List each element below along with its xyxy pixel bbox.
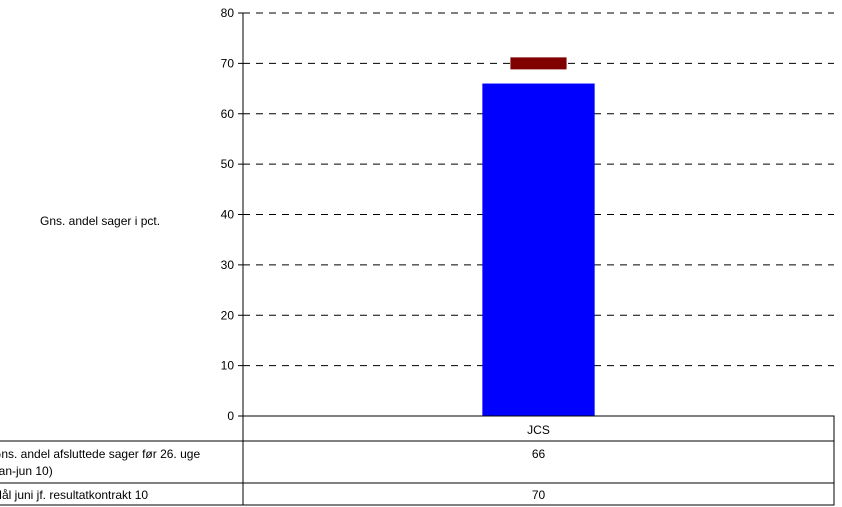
y-ticks: 0 10 20 30 40 50 60 70 80 xyxy=(221,6,243,423)
table-row-label: Gns. andel afsluttede sager før 26. uge xyxy=(0,447,200,461)
target-marker xyxy=(510,57,567,70)
y-tick-label: 0 xyxy=(227,409,234,423)
table-row-value-cell xyxy=(242,482,835,506)
table-row-value: 66 xyxy=(532,447,546,461)
table-row-value: 70 xyxy=(532,488,546,502)
data-table: JCS Gns. andel afsluttede sager før 26. … xyxy=(0,415,835,506)
y-axis-label: Gns. andel sager i pct. xyxy=(40,214,160,228)
targets xyxy=(510,57,567,70)
y-tick-label: 60 xyxy=(221,107,235,121)
y-tick-label: 70 xyxy=(221,56,235,70)
table-row-label: Mål juni jf. resultatkontrakt 10 xyxy=(0,488,148,502)
table-header-category: JCS xyxy=(527,423,550,437)
bar xyxy=(482,83,595,417)
y-tick-label: 80 xyxy=(221,6,235,20)
y-tick-label: 20 xyxy=(221,308,235,322)
y-tick-label: 50 xyxy=(221,157,235,171)
y-tick-label: 10 xyxy=(221,359,235,373)
bars xyxy=(482,83,595,417)
y-tick-label: 40 xyxy=(221,208,235,222)
y-tick-label: 30 xyxy=(221,258,235,272)
table-row-label-continued: (jan-jun 10) xyxy=(0,464,53,478)
